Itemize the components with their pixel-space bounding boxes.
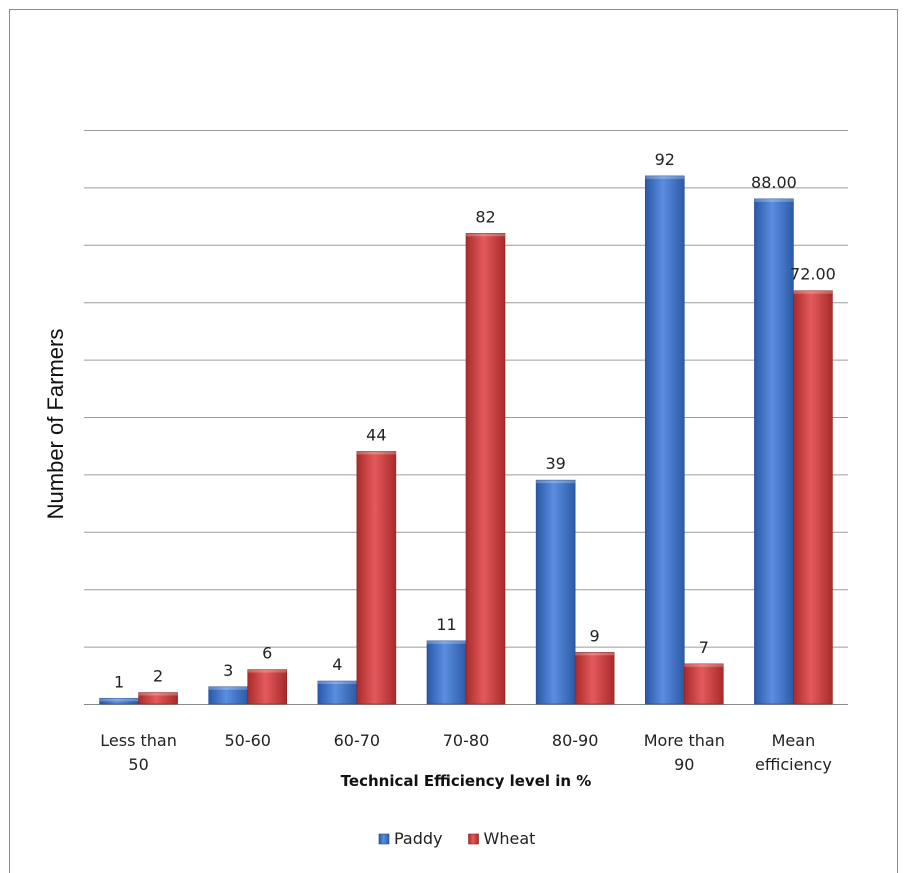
bar-wheat (793, 290, 833, 705)
x-tick-label: 50 (128, 755, 148, 774)
bar-highlight (793, 290, 833, 294)
bar-wheat (247, 669, 288, 705)
x-tick-label: 50-60 (224, 731, 271, 750)
bar-highlight (427, 640, 466, 644)
bar-paddy (535, 479, 576, 705)
x-tick-label: 70-80 (443, 731, 490, 750)
x-tick-label: More than (644, 731, 725, 750)
legend-label-wheat: Wheat (484, 829, 536, 848)
legend-label-paddy: Paddy (394, 829, 443, 848)
data-label-paddy: 4 (332, 655, 342, 674)
x-tick-label: Mean (772, 731, 816, 750)
x-tick-label: Less than (100, 731, 177, 750)
legend: Paddy Wheat (378, 829, 536, 848)
bar-highlight (317, 681, 357, 685)
bar-wheat (683, 663, 724, 705)
legend-swatch-wheat (468, 833, 479, 845)
data-label-wheat: 2 (153, 667, 163, 686)
bars (99, 175, 833, 705)
chart-frame (9, 9, 898, 873)
data-label-wheat: 44 (366, 425, 386, 444)
bar-paddy (317, 680, 358, 705)
y-axis-title: Number of Farmers (43, 329, 68, 520)
data-label-paddy: 3 (223, 661, 233, 680)
data-label-paddy: 88.00 (751, 173, 797, 192)
data-label-wheat: 9 (590, 626, 600, 645)
bar-highlight (208, 686, 248, 690)
data-label-wheat: 82 (475, 207, 495, 226)
data-label-paddy: 39 (545, 454, 565, 473)
legend-swatch-paddy (378, 833, 390, 845)
x-tick-label: efficiency (755, 755, 832, 774)
bar-highlight (138, 692, 178, 696)
data-label-wheat: 7 (699, 638, 709, 657)
bar-wheat (356, 451, 397, 705)
bar-highlight (645, 175, 685, 179)
bar-highlight (99, 698, 139, 702)
x-tick-label: 60-70 (334, 731, 381, 750)
bar-highlight (356, 451, 396, 455)
data-labels: 1 3 4 11 39 92 88.00 2 6 44 82 9 7 72.00 (114, 150, 836, 691)
bar-highlight (575, 652, 615, 656)
bar-wheat (465, 233, 506, 705)
bar-highlight (684, 663, 724, 667)
bar-highlight (754, 198, 794, 202)
bar-paddy (426, 640, 467, 705)
data-label-paddy: 1 (114, 672, 124, 691)
bar-highlight (247, 669, 287, 673)
bar-paddy (644, 175, 685, 705)
bar-wheat (574, 652, 615, 705)
bar-wheat (138, 692, 178, 705)
data-label-paddy: 11 (436, 615, 456, 634)
bar-paddy (754, 198, 794, 705)
x-tick-label: 80-90 (552, 731, 599, 750)
x-tick-label: 90 (674, 755, 694, 774)
data-label-paddy: 92 (655, 150, 675, 169)
data-label-wheat: 6 (262, 644, 272, 663)
x-axis-title: Technical Efficiency level in % (341, 772, 592, 790)
bar-highlight (466, 233, 505, 237)
bar-highlight (536, 480, 576, 484)
x-tick-labels: Less than 50 50-60 60-70 70-80 80-90 More than… (100, 731, 832, 774)
data-label-wheat: 72.00 (790, 265, 836, 284)
